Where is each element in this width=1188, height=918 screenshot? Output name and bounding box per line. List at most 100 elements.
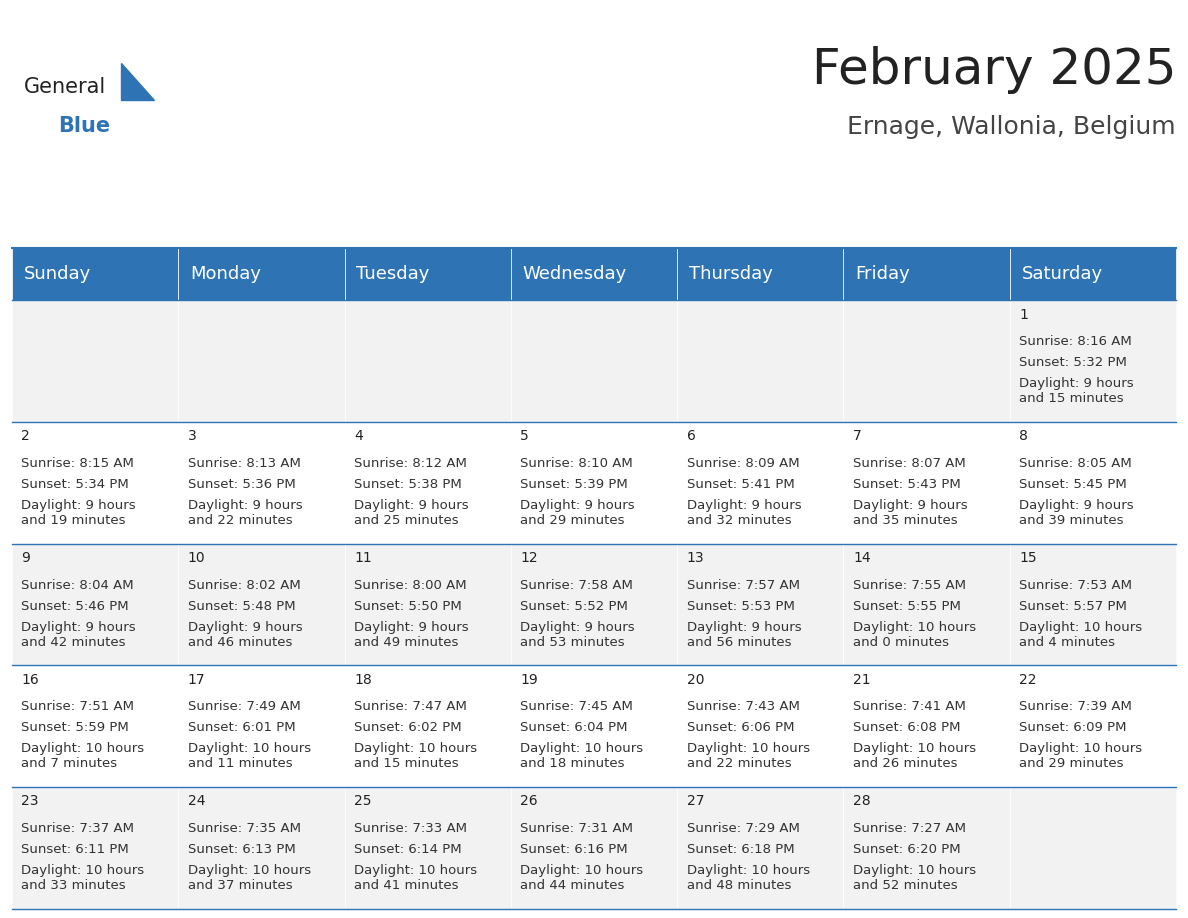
Bar bbox=[1010, 787, 1176, 909]
Text: 24: 24 bbox=[188, 794, 206, 809]
Text: 2: 2 bbox=[21, 430, 30, 443]
Text: Blue: Blue bbox=[58, 116, 110, 136]
Bar bbox=[511, 422, 677, 543]
Text: 20: 20 bbox=[687, 673, 704, 687]
Bar bbox=[178, 422, 345, 543]
Text: 8: 8 bbox=[1019, 430, 1028, 443]
Bar bbox=[843, 422, 1010, 543]
Text: Sunset: 6:16 PM: Sunset: 6:16 PM bbox=[520, 843, 628, 856]
Text: Sunrise: 7:51 AM: Sunrise: 7:51 AM bbox=[21, 700, 134, 713]
Bar bbox=[345, 666, 511, 787]
Text: Sunset: 6:08 PM: Sunset: 6:08 PM bbox=[853, 722, 960, 734]
Text: Sunrise: 8:12 AM: Sunrise: 8:12 AM bbox=[354, 457, 467, 470]
Text: Sunrise: 7:49 AM: Sunrise: 7:49 AM bbox=[188, 700, 301, 713]
Polygon shape bbox=[121, 63, 154, 100]
Bar bbox=[345, 787, 511, 909]
Text: 5: 5 bbox=[520, 430, 529, 443]
Bar bbox=[178, 787, 345, 909]
Bar bbox=[12, 422, 178, 543]
Text: Daylight: 10 hours
and 22 minutes: Daylight: 10 hours and 22 minutes bbox=[687, 743, 810, 770]
Text: Sunrise: 7:29 AM: Sunrise: 7:29 AM bbox=[687, 822, 800, 835]
Text: 12: 12 bbox=[520, 551, 538, 565]
Text: Daylight: 9 hours
and 32 minutes: Daylight: 9 hours and 32 minutes bbox=[687, 499, 801, 527]
Text: Sunrise: 8:13 AM: Sunrise: 8:13 AM bbox=[188, 457, 301, 470]
Text: 10: 10 bbox=[188, 551, 206, 565]
Text: Sunrise: 7:53 AM: Sunrise: 7:53 AM bbox=[1019, 578, 1132, 591]
Text: Sunset: 5:53 PM: Sunset: 5:53 PM bbox=[687, 599, 795, 612]
Text: Sunrise: 8:15 AM: Sunrise: 8:15 AM bbox=[21, 457, 134, 470]
Bar bbox=[178, 300, 345, 422]
Text: Sunset: 5:59 PM: Sunset: 5:59 PM bbox=[21, 722, 129, 734]
Bar bbox=[345, 300, 511, 422]
Text: Sunset: 5:32 PM: Sunset: 5:32 PM bbox=[1019, 356, 1127, 369]
Text: Wednesday: Wednesday bbox=[523, 265, 627, 283]
Text: Daylight: 10 hours
and 41 minutes: Daylight: 10 hours and 41 minutes bbox=[354, 864, 478, 892]
Text: 3: 3 bbox=[188, 430, 196, 443]
Text: Daylight: 9 hours
and 15 minutes: Daylight: 9 hours and 15 minutes bbox=[1019, 377, 1133, 406]
Text: Sunrise: 7:33 AM: Sunrise: 7:33 AM bbox=[354, 822, 467, 835]
Text: 19: 19 bbox=[520, 673, 538, 687]
Text: Daylight: 9 hours
and 19 minutes: Daylight: 9 hours and 19 minutes bbox=[21, 499, 135, 527]
Text: Daylight: 10 hours
and 48 minutes: Daylight: 10 hours and 48 minutes bbox=[687, 864, 810, 892]
Bar bbox=[677, 248, 843, 300]
Text: 21: 21 bbox=[853, 673, 871, 687]
Bar bbox=[677, 300, 843, 422]
Text: 4: 4 bbox=[354, 430, 362, 443]
Text: Daylight: 10 hours
and 29 minutes: Daylight: 10 hours and 29 minutes bbox=[1019, 743, 1143, 770]
Text: Sunrise: 8:16 AM: Sunrise: 8:16 AM bbox=[1019, 335, 1132, 348]
Bar bbox=[345, 422, 511, 543]
Text: 22: 22 bbox=[1019, 673, 1037, 687]
Text: Monday: Monday bbox=[190, 265, 261, 283]
Text: Daylight: 9 hours
and 25 minutes: Daylight: 9 hours and 25 minutes bbox=[354, 499, 468, 527]
Bar bbox=[843, 787, 1010, 909]
Text: Daylight: 10 hours
and 4 minutes: Daylight: 10 hours and 4 minutes bbox=[1019, 621, 1143, 649]
Text: Daylight: 10 hours
and 37 minutes: Daylight: 10 hours and 37 minutes bbox=[188, 864, 311, 892]
Text: Sunset: 6:04 PM: Sunset: 6:04 PM bbox=[520, 722, 627, 734]
Text: Sunrise: 7:37 AM: Sunrise: 7:37 AM bbox=[21, 822, 134, 835]
Bar bbox=[677, 422, 843, 543]
Text: Sunset: 6:06 PM: Sunset: 6:06 PM bbox=[687, 722, 794, 734]
Text: Sunset: 5:34 PM: Sunset: 5:34 PM bbox=[21, 478, 129, 491]
Text: 16: 16 bbox=[21, 673, 39, 687]
Text: Friday: Friday bbox=[855, 265, 910, 283]
Text: Daylight: 10 hours
and 15 minutes: Daylight: 10 hours and 15 minutes bbox=[354, 743, 478, 770]
Text: Daylight: 10 hours
and 18 minutes: Daylight: 10 hours and 18 minutes bbox=[520, 743, 644, 770]
Text: Sunrise: 7:31 AM: Sunrise: 7:31 AM bbox=[520, 822, 633, 835]
Text: 23: 23 bbox=[21, 794, 39, 809]
Bar bbox=[12, 666, 178, 787]
Text: Sunset: 5:50 PM: Sunset: 5:50 PM bbox=[354, 599, 462, 612]
Text: 15: 15 bbox=[1019, 551, 1037, 565]
Text: 26: 26 bbox=[520, 794, 538, 809]
Bar bbox=[843, 543, 1010, 666]
Text: Daylight: 10 hours
and 52 minutes: Daylight: 10 hours and 52 minutes bbox=[853, 864, 977, 892]
Text: Daylight: 9 hours
and 22 minutes: Daylight: 9 hours and 22 minutes bbox=[188, 499, 302, 527]
Text: 7: 7 bbox=[853, 430, 861, 443]
Bar bbox=[12, 248, 178, 300]
Text: Sunset: 6:18 PM: Sunset: 6:18 PM bbox=[687, 843, 795, 856]
Text: Sunset: 5:43 PM: Sunset: 5:43 PM bbox=[853, 478, 961, 491]
Text: 11: 11 bbox=[354, 551, 372, 565]
Bar bbox=[511, 543, 677, 666]
Text: Sunset: 6:09 PM: Sunset: 6:09 PM bbox=[1019, 722, 1126, 734]
Text: 18: 18 bbox=[354, 673, 372, 687]
Text: Daylight: 9 hours
and 39 minutes: Daylight: 9 hours and 39 minutes bbox=[1019, 499, 1133, 527]
Text: Sunset: 5:45 PM: Sunset: 5:45 PM bbox=[1019, 478, 1127, 491]
Bar bbox=[345, 543, 511, 666]
Text: 17: 17 bbox=[188, 673, 206, 687]
Bar bbox=[1010, 422, 1176, 543]
Text: 13: 13 bbox=[687, 551, 704, 565]
Text: Daylight: 10 hours
and 33 minutes: Daylight: 10 hours and 33 minutes bbox=[21, 864, 145, 892]
Text: Daylight: 10 hours
and 26 minutes: Daylight: 10 hours and 26 minutes bbox=[853, 743, 977, 770]
Text: Sunrise: 7:47 AM: Sunrise: 7:47 AM bbox=[354, 700, 467, 713]
Text: Sunrise: 7:27 AM: Sunrise: 7:27 AM bbox=[853, 822, 966, 835]
Text: Sunrise: 7:35 AM: Sunrise: 7:35 AM bbox=[188, 822, 301, 835]
Text: Sunrise: 8:04 AM: Sunrise: 8:04 AM bbox=[21, 578, 134, 591]
Bar bbox=[677, 666, 843, 787]
Text: Daylight: 10 hours
and 7 minutes: Daylight: 10 hours and 7 minutes bbox=[21, 743, 145, 770]
Text: Daylight: 9 hours
and 35 minutes: Daylight: 9 hours and 35 minutes bbox=[853, 499, 967, 527]
Bar bbox=[178, 666, 345, 787]
Text: Tuesday: Tuesday bbox=[356, 265, 430, 283]
Text: Sunset: 5:55 PM: Sunset: 5:55 PM bbox=[853, 599, 961, 612]
Text: February 2025: February 2025 bbox=[811, 46, 1176, 94]
Text: General: General bbox=[24, 77, 106, 97]
